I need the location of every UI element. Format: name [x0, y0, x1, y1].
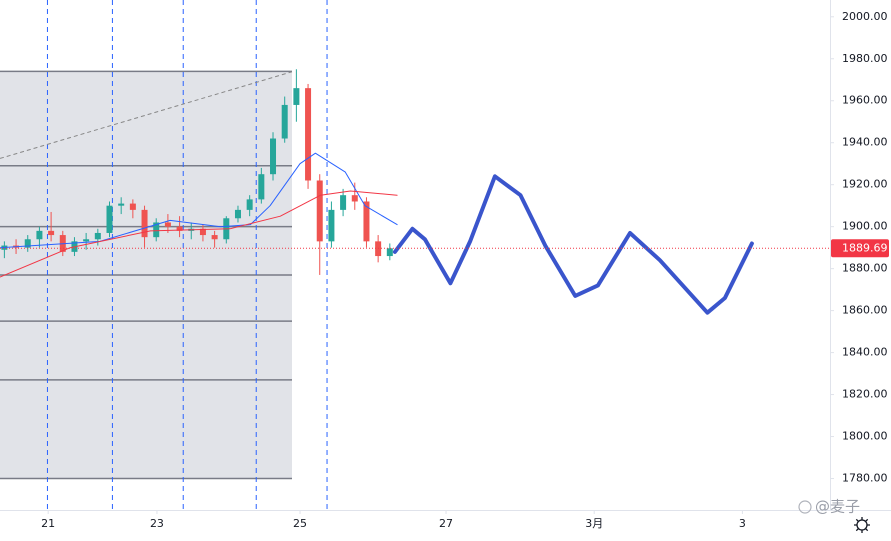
- settings-icon[interactable]: [854, 517, 870, 533]
- candle-body: [258, 174, 265, 200]
- y-tick-label: 1960.00: [842, 94, 888, 107]
- candle-body: [211, 235, 218, 240]
- candle-body: [36, 230, 43, 240]
- y-tick-label: 1840.00: [842, 346, 888, 359]
- x-tick-label: 21: [41, 517, 55, 530]
- y-tick-label: 1780.00: [842, 472, 888, 485]
- y-tick-label: 1920.00: [842, 178, 888, 191]
- watermark: @麦子: [798, 498, 860, 516]
- candle-body: [386, 248, 393, 257]
- candle-body: [48, 230, 55, 236]
- x-tick-label: 23: [150, 517, 164, 530]
- moving-average: [0, 152, 398, 249]
- candle-body: [141, 209, 148, 238]
- candle-body: [199, 228, 206, 236]
- candle-body: [234, 209, 241, 219]
- projection-line: [392, 174, 754, 315]
- moving-average: [0, 190, 398, 278]
- y-tick-label: 1900.00: [842, 220, 888, 233]
- candle-body: [293, 88, 300, 105]
- candle-body: [351, 195, 358, 202]
- plot: 1780.00 1800.00 1820.00 1840.00 1860.00 1880.…: [0, 0, 889, 530]
- candle-body: [94, 232, 101, 240]
- candle-body: [340, 195, 347, 210]
- candle-body: [83, 239, 90, 242]
- candle-body: [305, 88, 312, 181]
- y-tick-label: 1800.00: [842, 430, 888, 443]
- last-price-label: 1889.69: [842, 241, 888, 254]
- x-tick-label: 3: [739, 517, 746, 530]
- candle-body: [164, 222, 171, 227]
- candle-body: [246, 199, 253, 210]
- y-tick-label: 1980.00: [842, 52, 888, 65]
- y-tick-label: 1820.00: [842, 388, 888, 401]
- candle-body: [106, 205, 113, 233]
- candle-body: [270, 138, 277, 175]
- trend-line: [0, 71, 293, 159]
- candle-body: [153, 222, 160, 238]
- candle-body: [363, 201, 370, 242]
- x-tick-label: 25: [293, 517, 307, 530]
- y-tick-label: 1860.00: [842, 304, 888, 317]
- watermark-text: @麦子: [815, 498, 860, 516]
- candle-body: [176, 226, 183, 231]
- last-price-box: [831, 239, 889, 258]
- candle-body: [118, 203, 125, 206]
- y-tick-label: 1940.00: [842, 136, 888, 149]
- candle-body: [316, 180, 323, 242]
- candle-body: [281, 104, 288, 139]
- watermark-icon: [798, 500, 812, 514]
- candle-body: [24, 239, 31, 248]
- candle-body: [129, 203, 136, 210]
- y-tick-label: 1880.00: [842, 262, 888, 275]
- x-tick-label: 3月: [585, 517, 603, 530]
- y-tick-label: 2000.00: [842, 10, 888, 23]
- candle-body: [328, 209, 335, 242]
- x-tick-label: 27: [439, 517, 453, 530]
